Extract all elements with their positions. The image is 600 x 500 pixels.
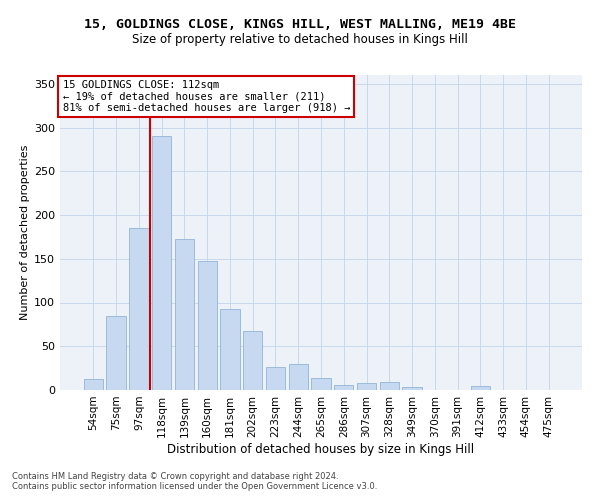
Text: 15, GOLDINGS CLOSE, KINGS HILL, WEST MALLING, ME19 4BE: 15, GOLDINGS CLOSE, KINGS HILL, WEST MAL…: [84, 18, 516, 30]
Bar: [289, 364, 308, 390]
Bar: [266, 367, 285, 390]
Text: 15 GOLDINGS CLOSE: 112sqm
← 19% of detached houses are smaller (211)
81% of semi: 15 GOLDINGS CLOSE: 112sqm ← 19% of detac…: [62, 80, 350, 113]
Y-axis label: Number of detached properties: Number of detached properties: [20, 145, 30, 320]
Text: Contains HM Land Registry data © Crown copyright and database right 2024.: Contains HM Land Registry data © Crown c…: [12, 472, 338, 481]
Bar: [84, 378, 103, 390]
Bar: [403, 388, 422, 390]
Bar: [334, 385, 353, 390]
Bar: [152, 136, 172, 390]
Bar: [470, 386, 490, 390]
Bar: [380, 382, 399, 390]
Bar: [197, 262, 217, 390]
Bar: [129, 228, 149, 390]
Bar: [357, 383, 376, 390]
Bar: [106, 316, 126, 390]
X-axis label: Distribution of detached houses by size in Kings Hill: Distribution of detached houses by size …: [167, 442, 475, 456]
Text: Contains public sector information licensed under the Open Government Licence v3: Contains public sector information licen…: [12, 482, 377, 491]
Bar: [311, 378, 331, 390]
Text: Size of property relative to detached houses in Kings Hill: Size of property relative to detached ho…: [132, 32, 468, 46]
Bar: [175, 238, 194, 390]
Bar: [220, 308, 239, 390]
Bar: [243, 330, 262, 390]
